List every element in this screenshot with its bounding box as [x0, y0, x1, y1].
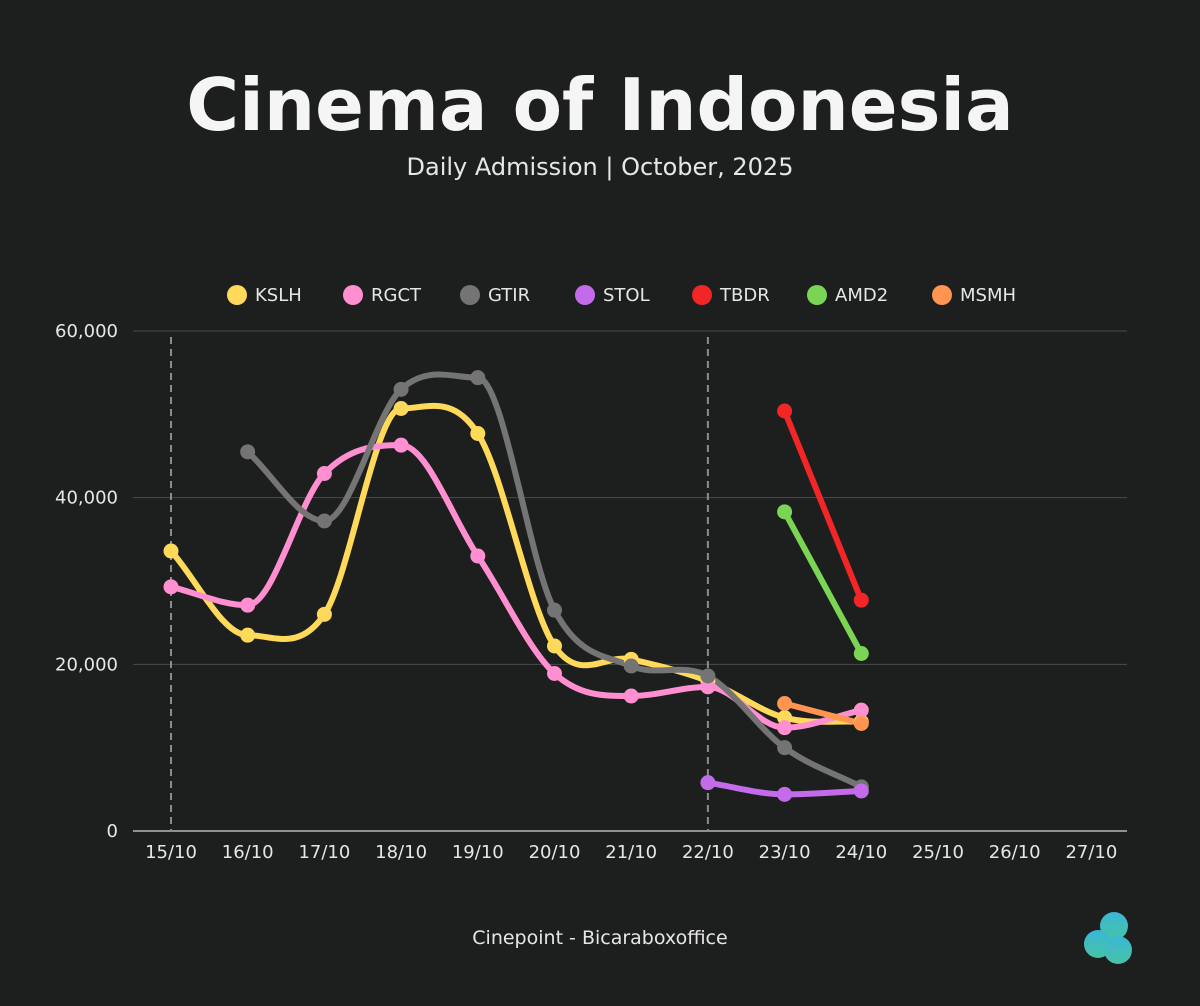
point-rgct-17-10 [316, 466, 332, 481]
point-msmh-24-10 [853, 716, 869, 731]
series-line-kslh [168, 402, 865, 725]
point-rgct-21-10 [623, 688, 639, 704]
point-gtir-21-10 [623, 658, 639, 674]
point-stol-22-10 [700, 775, 716, 791]
point-kslh-19-10 [470, 426, 486, 441]
reference-lines [170, 337, 709, 831]
point-gtir-22-10 [700, 668, 716, 684]
series-line-gtir [244, 371, 865, 790]
series-line-tbdr [781, 408, 865, 604]
logo-circle-top [1100, 912, 1128, 940]
x-tick-label-25-10: 25/10 [912, 842, 964, 863]
point-rgct-20-10 [547, 666, 562, 681]
point-kslh-20-10 [547, 638, 562, 654]
point-gtir-23-10 [777, 740, 793, 756]
x-axis-labels: 15/10 16/10 17/10 18/10 19/10 20/10 21/10 22/10… [145, 842, 1117, 863]
y-tick-label-60000: 60,000 [55, 321, 118, 342]
series-lines [168, 371, 865, 798]
legend-label-amd2: AMD2 [835, 285, 888, 306]
x-tick-label-15-10: 15/10 [145, 842, 197, 863]
legend-marker-gtir [460, 285, 480, 305]
point-amd2-24-10 [853, 646, 869, 661]
y-tick-label-0: 0 [107, 821, 118, 842]
x-tick-label-22-10: 22/10 [682, 842, 734, 863]
legend-label-msmh: MSMH [960, 285, 1016, 306]
point-tbdr-24-10 [853, 592, 869, 608]
x-tick-label-24-10: 24/10 [835, 842, 887, 863]
x-tick-label-21-10: 21/10 [605, 842, 657, 863]
point-msmh-23-10 [777, 696, 793, 711]
point-rgct-23-10 [777, 720, 793, 736]
legend-label-kslh: KSLH [255, 285, 302, 306]
legend-marker-tbdr [692, 285, 712, 305]
logo-circle-right [1104, 936, 1132, 964]
x-tick-label-19-10: 19/10 [452, 842, 504, 863]
point-kslh-17-10 [316, 606, 332, 622]
x-tick-label-16-10: 16/10 [222, 842, 274, 863]
x-tick-label-27-10: 27/10 [1065, 842, 1117, 863]
legend-marker-kslh [227, 285, 247, 305]
legend-label-stol: STOL [603, 285, 650, 306]
point-stol-24-10 [853, 783, 869, 799]
legend-marker-msmh [932, 285, 952, 305]
point-gtir-20-10 [547, 602, 562, 618]
y-tick-label-20000: 20,000 [55, 654, 118, 675]
gridlines [133, 330, 1127, 832]
x-tick-label-17-10: 17/10 [298, 842, 350, 863]
legend-label-rgct: RGCT [371, 285, 422, 306]
point-rgct-15-10 [163, 579, 179, 595]
point-gtir-19-10 [470, 370, 486, 386]
legend-marker-stol [575, 285, 595, 305]
point-rgct-22-10 [700, 679, 716, 695]
x-tick-label-26-10: 26/10 [989, 842, 1041, 863]
point-gtir-16-10 [240, 444, 256, 460]
point-kslh-15-10 [163, 543, 179, 559]
legend-marker-amd2 [807, 285, 827, 305]
point-rgct-16-10 [240, 597, 256, 613]
legend-label-tbdr: TBDR [719, 285, 770, 306]
series-line-msmh [781, 700, 865, 727]
point-gtir-17-10 [316, 513, 332, 529]
chart-subtitle: Daily Admission | October, 2025 [406, 153, 794, 181]
point-rgct-18-10 [393, 437, 409, 453]
legend-label-gtir: GTIR [488, 285, 530, 306]
point-kslh-16-10 [240, 627, 256, 643]
x-tick-label-20-10: 20/10 [529, 842, 581, 863]
y-axis-labels: 0 20,000 40,000 60,000 [55, 321, 118, 842]
point-gtir-18-10 [393, 381, 409, 397]
legend: KSLH RGCT GTIR STOL TBDR AMD2 MSMH [227, 285, 1016, 306]
y-tick-label-40000: 40,000 [55, 488, 118, 509]
point-kslh-18-10 [393, 401, 409, 416]
brand-logo [1084, 912, 1132, 964]
point-tbdr-23-10 [777, 403, 793, 419]
source-credit: Cinepoint - Bicaraboxoffice [472, 927, 728, 949]
x-tick-label-18-10: 18/10 [375, 842, 427, 863]
point-stol-23-10 [777, 786, 793, 802]
point-rgct-19-10 [470, 548, 486, 564]
series-points [163, 370, 869, 802]
legend-marker-rgct [343, 285, 363, 305]
x-tick-label-23-10: 23/10 [759, 842, 811, 863]
point-rgct-24-10 [853, 702, 869, 718]
series-line-amd2 [781, 508, 865, 657]
chart-title: Cinema of Indonesia [186, 63, 1014, 147]
point-amd2-23-10 [777, 504, 793, 520]
